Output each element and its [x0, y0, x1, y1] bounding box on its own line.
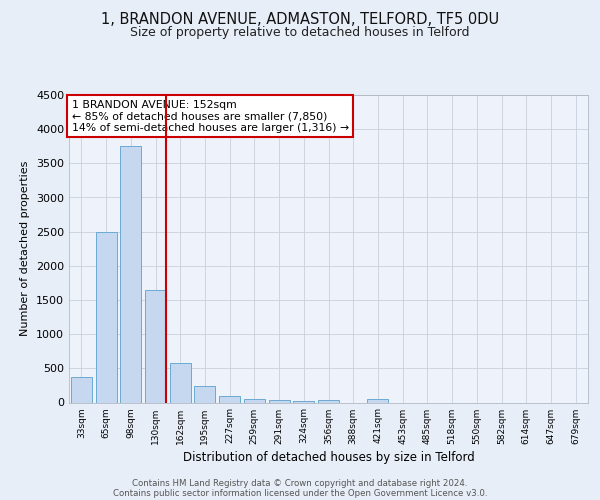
Text: Size of property relative to detached houses in Telford: Size of property relative to detached ho… [130, 26, 470, 39]
Bar [194, 386, 215, 402]
Bar [145, 290, 166, 403]
Bar [120, 146, 141, 403]
Bar [244, 398, 265, 402]
Text: 1 BRANDON AVENUE: 152sqm
← 85% of detached houses are smaller (7,850)
14% of sem: 1 BRANDON AVENUE: 152sqm ← 85% of detach… [71, 100, 349, 133]
Bar [367, 399, 388, 402]
Bar [71, 376, 92, 402]
Bar [219, 396, 240, 402]
Bar [170, 363, 191, 403]
Text: 1, BRANDON AVENUE, ADMASTON, TELFORD, TF5 0DU: 1, BRANDON AVENUE, ADMASTON, TELFORD, TF… [101, 12, 499, 28]
Bar [269, 400, 290, 402]
Y-axis label: Number of detached properties: Number of detached properties [20, 161, 31, 336]
X-axis label: Distribution of detached houses by size in Telford: Distribution of detached houses by size … [182, 450, 475, 464]
Bar [95, 232, 116, 402]
Text: Contains public sector information licensed under the Open Government Licence v3: Contains public sector information licen… [113, 488, 487, 498]
Text: Contains HM Land Registry data © Crown copyright and database right 2024.: Contains HM Land Registry data © Crown c… [132, 478, 468, 488]
Bar [318, 400, 339, 402]
